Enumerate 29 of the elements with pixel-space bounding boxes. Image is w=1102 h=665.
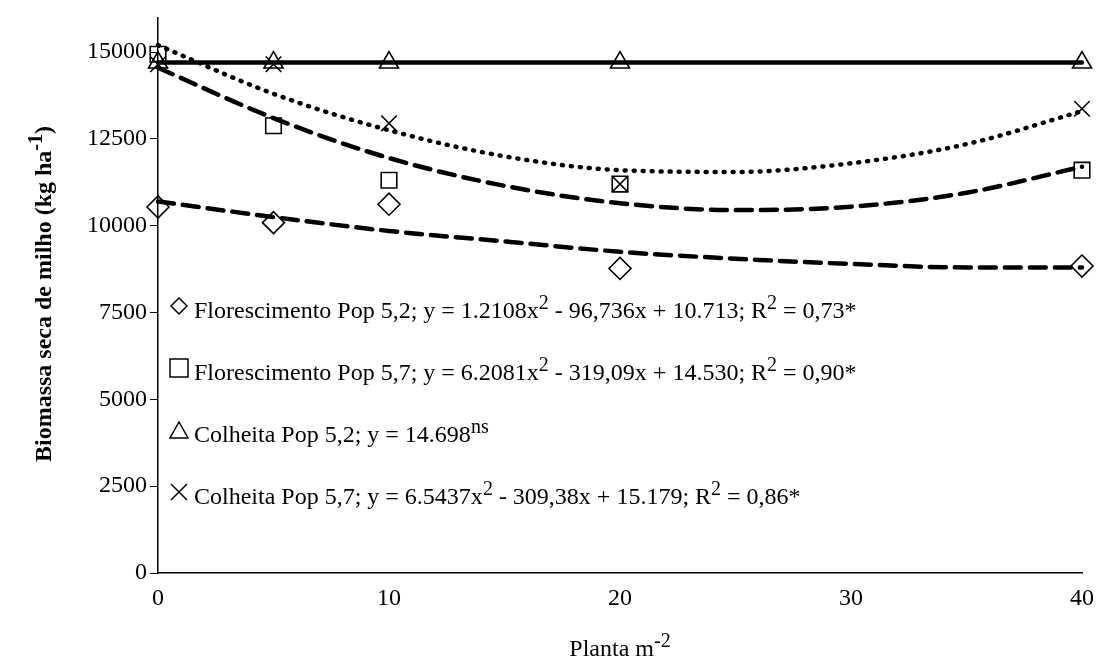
point — [146, 195, 170, 219]
y-tick-label: 15000 — [87, 37, 147, 64]
y-tick-label: 0 — [135, 558, 147, 585]
legend-label: Colheita Pop 5,2; y = 14.698$^{ns}$ — [194, 414, 489, 449]
point — [261, 210, 286, 235]
point — [380, 114, 398, 132]
point — [377, 192, 401, 217]
x-axis-title: Planta m$^{-2}$ — [569, 629, 671, 662]
point — [264, 55, 283, 73]
y-tick-label: 7500 — [99, 297, 147, 324]
point — [149, 45, 167, 63]
x-tick-label: 30 — [839, 583, 863, 610]
point — [264, 117, 283, 135]
point — [380, 171, 398, 189]
x-tick-label: 40 — [1070, 583, 1094, 610]
y-tick-label: 10000 — [87, 211, 147, 238]
point — [1070, 254, 1094, 278]
x-tick-label: 10 — [377, 583, 401, 610]
point — [1073, 161, 1091, 179]
y-tick-label: 5000 — [99, 384, 147, 411]
legend-label: Florescimento Pop 5,7; y = 6.2081x$^{2}$ - 319,09x + 14.530; R$^{2}$ = 0,90* — [194, 352, 857, 387]
x-tick-label: 0 — [152, 583, 164, 610]
y-tick-label: 12500 — [87, 124, 147, 151]
point — [608, 256, 632, 281]
y-tick-label: 2500 — [99, 471, 147, 498]
x-tick-label: 20 — [608, 583, 632, 610]
legend-label: Florescimento Pop 5,2; y = 1.2108x$^{2}$ - 96,736x + 10.713; R$^{2}$ = 0,73* — [194, 290, 857, 325]
legend-label: Colheita Pop 5,7; y = 6.5437x$^{2}$ - 309,38x + 15.179; R$^{2}$ = 0,86* — [194, 476, 801, 511]
point — [1073, 100, 1091, 118]
